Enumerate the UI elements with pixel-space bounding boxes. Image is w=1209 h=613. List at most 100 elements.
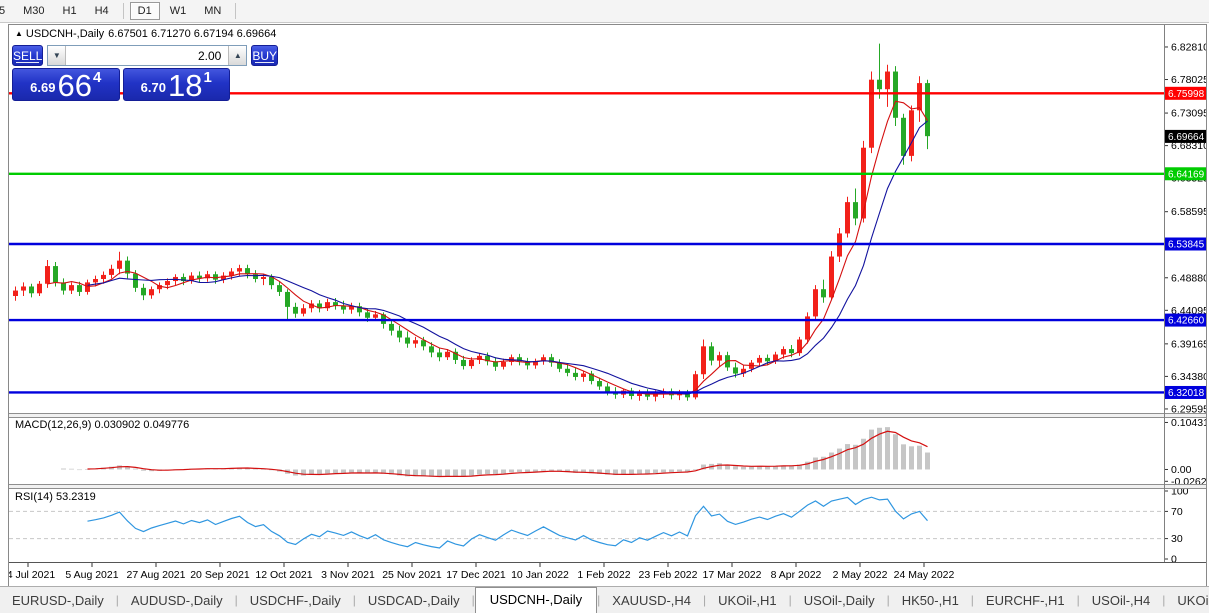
candle — [709, 342, 714, 366]
buy-button-label: BUY — [252, 48, 278, 63]
tab-separator: | — [471, 593, 475, 607]
candle — [325, 298, 330, 311]
chart-tab-usdchf-daily[interactable]: USDCHF-,Daily — [249, 593, 341, 608]
price-level-badge: 6.32018 — [1165, 385, 1206, 399]
date-label: 17 Dec 2021 — [446, 569, 506, 581]
candle — [189, 272, 194, 284]
panel-splitter[interactable] — [9, 485, 1206, 488]
timeframe-m30[interactable]: M30 — [15, 2, 52, 20]
chart-tab-usoil-h4[interactable]: USOil-,H4 — [1091, 593, 1151, 608]
tab-separator: | — [597, 593, 601, 607]
symbol-ohlc-values: 6.67501 6.71270 6.67194 6.69664 — [108, 28, 277, 40]
macd-indicator-label: MACD(12,26,9) 0.030902 0.049776 — [15, 419, 190, 431]
svg-text:6.32018: 6.32018 — [1168, 388, 1205, 399]
chart-tab-audusd-daily[interactable]: AUDUSD-,Daily — [130, 593, 223, 608]
timeframe-h4[interactable]: H4 — [87, 2, 117, 20]
candle — [597, 377, 602, 390]
sell-price-pips: 66 — [57, 68, 92, 103]
tab-separator: | — [1076, 593, 1080, 607]
price-level-badge: 6.75998 — [1165, 86, 1206, 100]
candle — [773, 351, 778, 365]
candle — [909, 105, 914, 162]
candle — [853, 188, 858, 226]
candle — [317, 300, 322, 313]
buy-price-box[interactable]: 6.70 18 1 — [122, 68, 230, 101]
candle — [85, 279, 90, 295]
tab-separator: | — [970, 593, 974, 607]
svg-text:6.64169: 6.64169 — [1168, 169, 1205, 180]
chart-tab-eurusd-daily[interactable]: EURUSD-,Daily — [12, 593, 104, 608]
volume-dropdown-button[interactable]: ▼ — [48, 46, 67, 65]
tab-separator: | — [352, 593, 356, 607]
volume-input[interactable] — [66, 46, 229, 65]
date-label: 23 Feb 2022 — [639, 569, 698, 581]
price-axis-label: 6.82810 — [1171, 41, 1206, 53]
toolbar-separator — [235, 3, 237, 19]
candle — [141, 283, 146, 301]
date-label: 24 May 2022 — [894, 569, 955, 581]
candle — [253, 270, 258, 283]
price-axis-label: 6.68310 — [1171, 140, 1206, 152]
date-label: 3 Nov 2021 — [321, 569, 375, 581]
buy-button[interactable]: BUY — [251, 45, 279, 66]
candle — [541, 354, 546, 365]
candle — [205, 270, 210, 282]
chart-tab-hk50-h1[interactable]: HK50-,H1 — [901, 593, 959, 608]
collapse-trade-panel-icon[interactable]: ▲ — [15, 29, 23, 38]
candle — [717, 351, 722, 367]
chart-window: 6.828106.780256.730956.683106.635256.585… — [8, 24, 1207, 587]
chart-tab-ukoil-h4[interactable]: UKOil-,H4 — [1177, 593, 1209, 608]
candle — [13, 286, 18, 301]
candle — [101, 271, 106, 284]
candle — [797, 336, 802, 356]
date-label: 20 Sep 2021 — [190, 569, 250, 581]
candle — [301, 304, 306, 317]
candle — [45, 259, 50, 288]
chart-tab-bar: EURUSD-,Daily | AUDUSD-,Daily | USDCHF-,Dail… — [0, 586, 1209, 613]
rsi-line — [87, 496, 928, 549]
chart-tab-usdcad-daily[interactable]: USDCAD-,Daily — [367, 593, 460, 608]
candle — [445, 349, 450, 360]
symbol-ohlc-line: ▲ USDCNH-,Daily 6.67501 6.71270 6.67194 6.… — [15, 28, 280, 40]
buy-price-prefix: 6.70 — [140, 80, 166, 95]
panel-splitter[interactable] — [9, 414, 1206, 417]
sell-price-box[interactable]: 6.69 66 4 — [12, 68, 120, 101]
macd-axis-label: 0.00 — [1171, 464, 1192, 476]
chevron-up-icon: ▲ — [233, 51, 242, 60]
timeframe-h1[interactable]: H1 — [55, 2, 85, 20]
timeframe-d1[interactable]: D1 — [129, 2, 160, 20]
candle — [501, 358, 506, 370]
candle — [93, 275, 98, 287]
ma-slow-line — [87, 120, 928, 395]
candle — [877, 43, 882, 99]
price-level-badge: 6.42660 — [1165, 313, 1206, 327]
candle — [917, 76, 922, 122]
chart-tab-usoil-daily[interactable]: USOil-,Daily — [803, 593, 875, 608]
chart-canvas[interactable]: 6.828106.780256.730956.683106.635256.585… — [9, 25, 1206, 586]
svg-text:6.75998: 6.75998 — [1168, 89, 1205, 100]
date-label: 17 Mar 2022 — [703, 569, 762, 581]
candle — [29, 283, 34, 298]
candle — [77, 281, 82, 297]
candle — [805, 312, 810, 344]
timeframe-mn[interactable]: MN — [196, 2, 229, 20]
price-axis-label: 6.73095 — [1171, 108, 1206, 120]
ma-fast-line — [47, 100, 928, 395]
candle — [893, 66, 898, 126]
sell-button[interactable]: SELL — [12, 45, 44, 66]
price-axis-label: 6.39165 — [1171, 338, 1206, 350]
candle — [413, 336, 418, 348]
date-label: 5 Aug 2021 — [65, 569, 118, 581]
volume-increase-button[interactable]: ▲ — [228, 46, 247, 65]
chart-tab-eurchf-h1[interactable]: EURCHF-,H1 — [985, 593, 1065, 608]
chart-tab-usdcnh-daily[interactable]: USDCNH-,Daily — [474, 587, 598, 613]
timeframe-w1[interactable]: W1 — [162, 2, 195, 20]
chart-tab-xauusd-h4[interactable]: XAUUSD-,H4 — [612, 593, 692, 608]
timeframe-5[interactable]: 5 — [0, 2, 13, 20]
chart-tab-ukoil-h1[interactable]: UKOil-,H1 — [718, 593, 777, 608]
candle — [397, 325, 402, 343]
candle — [117, 251, 122, 275]
time-axis[interactable]: 14 Jul 2021 5 Aug 2021 27 Aug 2021 20 Sep 2… — [9, 563, 955, 581]
candle — [437, 347, 442, 362]
